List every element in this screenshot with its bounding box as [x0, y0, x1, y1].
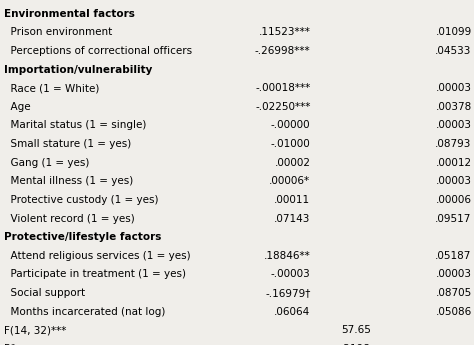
Text: Participate in treatment (1 = yes): Participate in treatment (1 = yes)	[4, 269, 186, 279]
Text: -.00018***: -.00018***	[255, 83, 310, 93]
Text: .00003: .00003	[436, 83, 472, 93]
Text: Race (1 = White): Race (1 = White)	[4, 83, 99, 93]
Text: .00003: .00003	[436, 269, 472, 279]
Text: Prison environment: Prison environment	[4, 27, 112, 37]
Text: -.01000: -.01000	[271, 139, 310, 149]
Text: .05187: .05187	[435, 251, 472, 261]
Text: Attend religious services (1 = yes): Attend religious services (1 = yes)	[4, 251, 191, 261]
Text: .06064: .06064	[274, 307, 310, 317]
Text: Age: Age	[4, 102, 30, 112]
Text: .04533: .04533	[435, 46, 472, 56]
Text: .00006: .00006	[436, 195, 472, 205]
Text: -.00003: -.00003	[271, 269, 310, 279]
Text: Small stature (1 = yes): Small stature (1 = yes)	[4, 139, 131, 149]
Text: .2198: .2198	[341, 344, 371, 345]
Text: Months incarcerated (nat log): Months incarcerated (nat log)	[4, 307, 165, 317]
Text: Protective/lifestyle factors: Protective/lifestyle factors	[4, 232, 161, 242]
Text: -.16979†: -.16979†	[265, 288, 310, 298]
Text: R²: R²	[4, 344, 15, 345]
Text: Violent record (1 = yes): Violent record (1 = yes)	[4, 214, 135, 224]
Text: Gang (1 = yes): Gang (1 = yes)	[4, 158, 89, 168]
Text: 57.65: 57.65	[341, 325, 371, 335]
Text: .00003: .00003	[436, 176, 472, 186]
Text: -.26998***: -.26998***	[255, 46, 310, 56]
Text: -.00000: -.00000	[271, 120, 310, 130]
Text: Environmental factors: Environmental factors	[4, 9, 135, 19]
Text: .08793: .08793	[435, 139, 472, 149]
Text: Perceptions of correctional officers: Perceptions of correctional officers	[4, 46, 192, 56]
Text: .00011: .00011	[274, 195, 310, 205]
Text: .00012: .00012	[436, 158, 472, 168]
Text: .00002: .00002	[274, 158, 310, 168]
Text: .01099: .01099	[436, 27, 472, 37]
Text: Marital status (1 = single): Marital status (1 = single)	[4, 120, 146, 130]
Text: Social support: Social support	[4, 288, 85, 298]
Text: -.02250***: -.02250***	[255, 102, 310, 112]
Text: .18846**: .18846**	[264, 251, 310, 261]
Text: Importation/vulnerability: Importation/vulnerability	[4, 65, 152, 75]
Text: .11523***: .11523***	[259, 27, 310, 37]
Text: Protective custody (1 = yes): Protective custody (1 = yes)	[4, 195, 158, 205]
Text: .00378: .00378	[436, 102, 472, 112]
Text: .07143: .07143	[274, 214, 310, 224]
Text: .08705: .08705	[436, 288, 472, 298]
Text: Mental illness (1 = yes): Mental illness (1 = yes)	[4, 176, 133, 186]
Text: .00003: .00003	[436, 120, 472, 130]
Text: .09517: .09517	[435, 214, 472, 224]
Text: F(14, 32)***: F(14, 32)***	[4, 325, 66, 335]
Text: .00006*: .00006*	[269, 176, 310, 186]
Text: .05086: .05086	[436, 307, 472, 317]
